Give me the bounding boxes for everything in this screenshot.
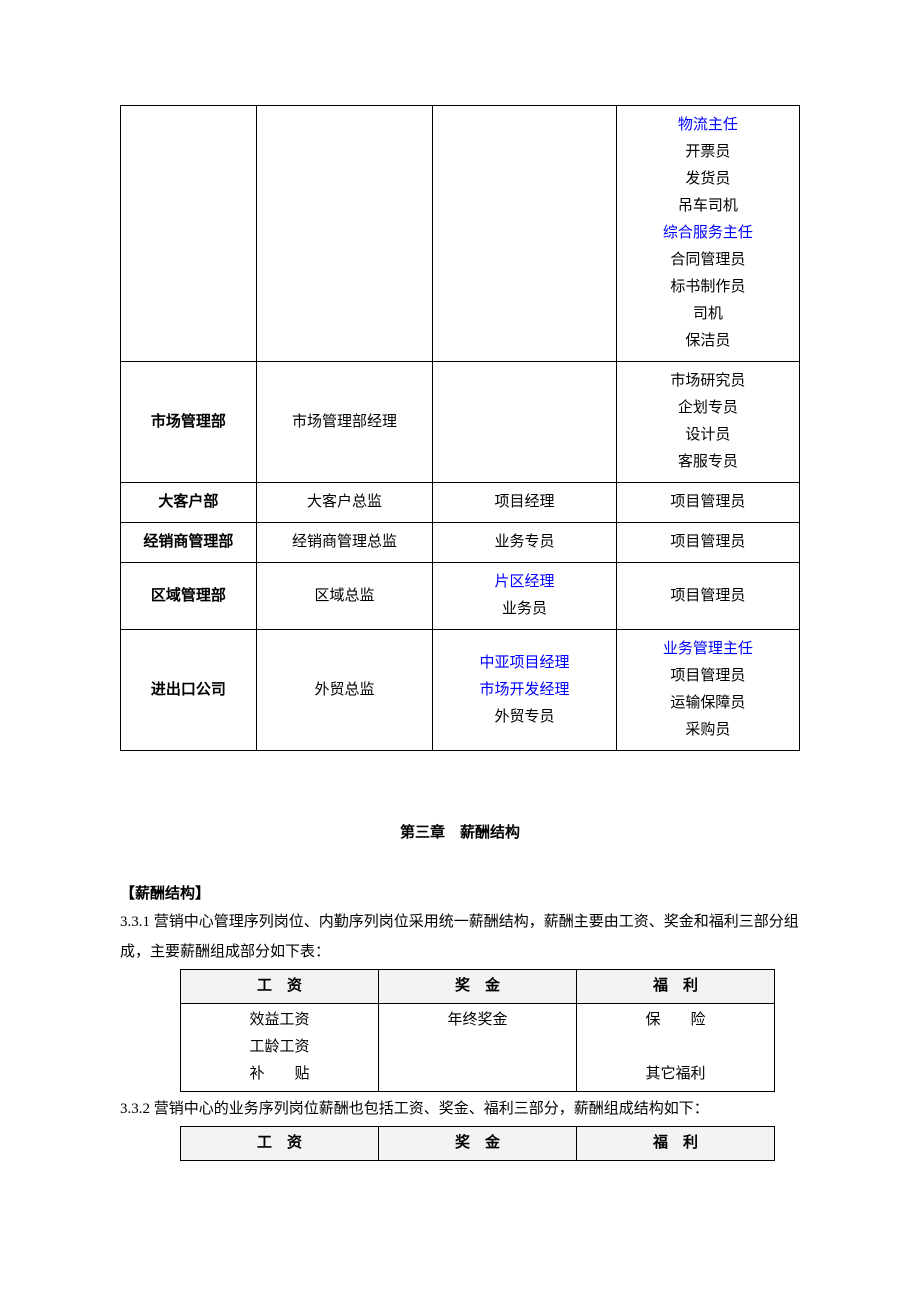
paragraph-332: 3.3.2 营销中心的业务序列岗位薪酬也包括工资、奖金、福利三部分，薪酬组成结构… [120, 1094, 800, 1124]
salary-table-1: 工 资 奖 金 福 利 效益工资工龄工资补 贴年终奖金 保 险 其它福利 [180, 969, 775, 1092]
org-cell: 中亚项目经理市场开发经理外贸专员 [433, 630, 616, 751]
org-cell [433, 106, 616, 362]
salary2-header: 工 资 [181, 1127, 379, 1161]
org-cell [433, 362, 616, 483]
salary1-header: 奖 金 [379, 970, 577, 1004]
org-cell: 项目经理 [433, 483, 616, 523]
org-cell: 业务专员 [433, 523, 616, 563]
org-cell: 大客户部 [121, 483, 257, 523]
org-cell: 市场管理部 [121, 362, 257, 483]
salary-cell: 年终奖金 [379, 1004, 577, 1092]
salary2-header: 奖 金 [379, 1127, 577, 1161]
salary-cell: 保 险 其它福利 [577, 1004, 775, 1092]
org-cell: 项目管理员 [616, 523, 799, 563]
org-cell: 进出口公司 [121, 630, 257, 751]
org-cell: 市场研究员企划专员设计员客服专员 [616, 362, 799, 483]
org-cell: 外贸总监 [256, 630, 433, 751]
org-table: 物流主任开票员发货员吊车司机综合服务主任合同管理员标书制作员司机保洁员市场管理部… [120, 105, 800, 751]
org-cell: 项目管理员 [616, 483, 799, 523]
org-cell: 片区经理业务员 [433, 563, 616, 630]
org-cell: 经销商管理总监 [256, 523, 433, 563]
org-cell: 区域总监 [256, 563, 433, 630]
org-cell [256, 106, 433, 362]
org-cell: 经销商管理部 [121, 523, 257, 563]
org-cell: 物流主任开票员发货员吊车司机综合服务主任合同管理员标书制作员司机保洁员 [616, 106, 799, 362]
org-cell: 项目管理员 [616, 563, 799, 630]
section-label: 【薪酬结构】 [120, 882, 800, 903]
chapter-title: 第三章 薪酬结构 [120, 821, 800, 842]
salary-cell: 效益工资工龄工资补 贴 [181, 1004, 379, 1092]
org-cell: 市场管理部经理 [256, 362, 433, 483]
paragraph-331: 3.3.1 营销中心管理序列岗位、内勤序列岗位采用统一薪酬结构，薪酬主要由工资、… [120, 907, 800, 967]
org-cell [121, 106, 257, 362]
org-cell: 区域管理部 [121, 563, 257, 630]
salary-table-2: 工 资 奖 金 福 利 [180, 1126, 775, 1161]
org-cell: 大客户总监 [256, 483, 433, 523]
salary2-header: 福 利 [577, 1127, 775, 1161]
salary1-header: 工 资 [181, 970, 379, 1004]
org-cell: 业务管理主任项目管理员运输保障员采购员 [616, 630, 799, 751]
salary1-header: 福 利 [577, 970, 775, 1004]
